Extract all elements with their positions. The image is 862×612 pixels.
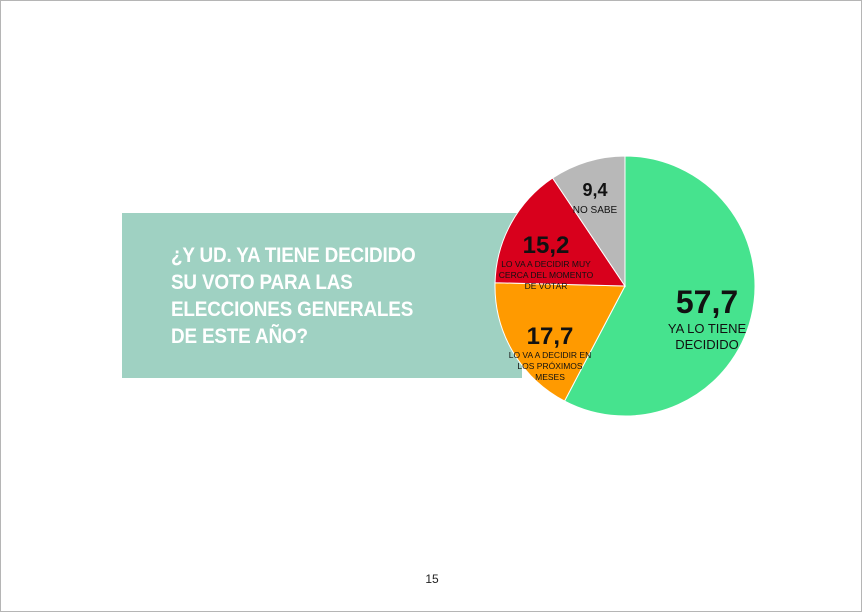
pie-slice-lo-va-a-decidir-en-los-proximos-meses bbox=[494, 282, 626, 402]
data-label-category-no-sabe-line-1: NO SABE bbox=[573, 205, 618, 216]
data-label-value-ya-lo-tiene-decidido: 57,7 bbox=[676, 284, 738, 320]
data-label-category-lo-va-a-decidir-muy-cerca-line-3: DE VOTAR bbox=[525, 281, 568, 291]
data-label-value-no-sabe: 9,4 bbox=[582, 180, 607, 200]
pie-slice-ya-lo-tiene-decidido bbox=[563, 155, 756, 417]
question-line-1: ¿Y UD. YA TIENE DECIDIDO bbox=[171, 244, 416, 267]
data-label-category-lo-va-a-decidir-en-los-proximos-meses-line-2: LOS PRÓXIMOS bbox=[517, 361, 583, 371]
data-label-category-ya-lo-tiene-decidido-line-2: DECIDIDO bbox=[675, 337, 739, 352]
data-label-category-ya-lo-tiene-decidido-line-1: YA LO TIENE bbox=[668, 321, 747, 336]
question-line-2: SU VOTO PARA LAS bbox=[171, 271, 353, 294]
pie-slice-no-sabe bbox=[551, 155, 626, 288]
data-label-category-lo-va-a-decidir-muy-cerca-line-2: CERCA DEL MOMENTO bbox=[499, 270, 594, 280]
question-line-4: DE ESTE AÑO? bbox=[171, 325, 308, 348]
question-banner bbox=[122, 213, 522, 378]
data-label-category-lo-va-a-decidir-muy-cerca-line-1: LO VA A DECIDIR MUY bbox=[501, 259, 591, 269]
pie-slice-lo-va-a-decidir-muy-cerca bbox=[494, 177, 626, 287]
data-label-value-lo-va-a-decidir-en-los-proximos-meses: 17,7 bbox=[527, 323, 574, 350]
question-title: ¿Y UD. YA TIENE DECIDIDO SU VOTO PARA LA… bbox=[171, 242, 468, 350]
data-label-category-lo-va-a-decidir-en-los-proximos-meses-line-3: MESES bbox=[535, 372, 565, 382]
question-line-3: ELECCIONES GENERALES bbox=[171, 298, 414, 321]
page-number: 15 bbox=[425, 572, 439, 586]
data-label-category-lo-va-a-decidir-en-los-proximos-meses-line-1: LO VA A DECIDIR EN bbox=[509, 350, 592, 360]
data-label-value-lo-va-a-decidir-muy-cerca: 15,2 bbox=[523, 232, 570, 259]
